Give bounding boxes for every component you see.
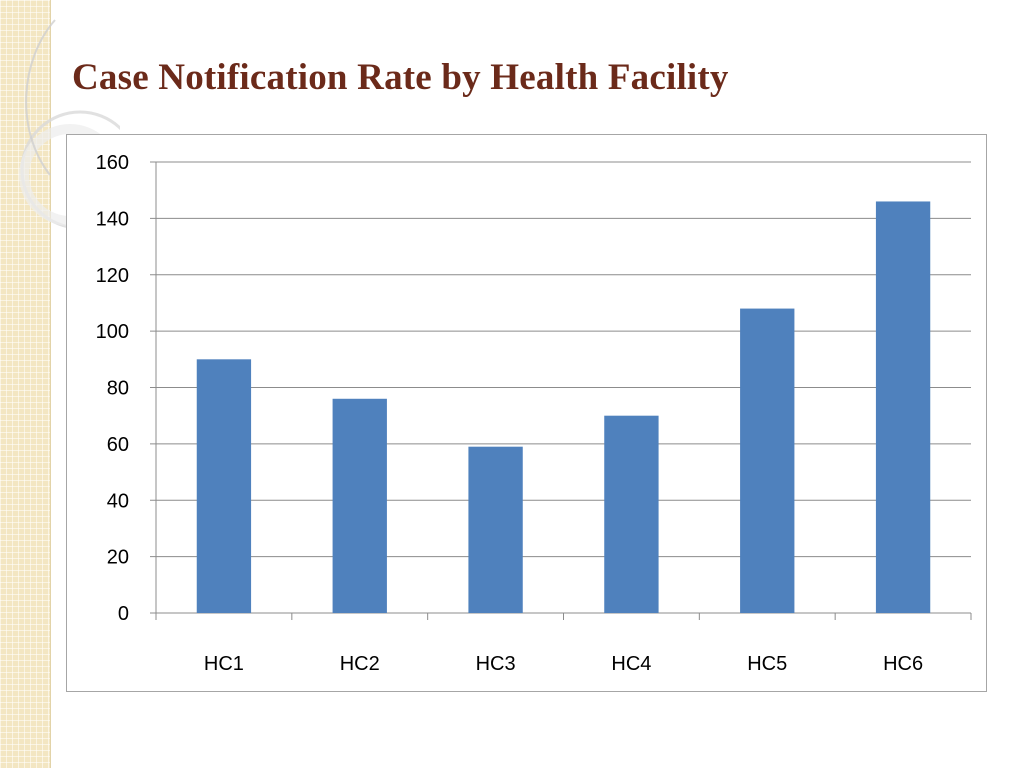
x-category-label: HC3 <box>476 653 516 675</box>
bar-hc2 <box>332 398 387 613</box>
y-tick-label: 60 <box>107 434 129 456</box>
y-tick-label: 100 <box>96 321 129 343</box>
chart-area: 0 20 40 60 80 100 120 140 160 HC1 HC2 HC3 HC4 HC5 HC6 <box>66 134 987 692</box>
x-category-label: HC5 <box>747 653 787 675</box>
y-tick-label: 20 <box>107 547 129 569</box>
x-category-label: HC6 <box>883 653 923 675</box>
y-tick-label: 160 <box>96 152 129 174</box>
bar-chart: 0 20 40 60 80 100 120 140 160 HC1 HC2 HC3 HC4 HC5 HC6 <box>96 152 972 675</box>
slide-title: Case Notification Rate by Health Facilit… <box>72 57 729 98</box>
y-tick-label: 80 <box>107 378 129 400</box>
bar-hc4 <box>604 415 659 613</box>
x-category-label: HC1 <box>204 653 244 675</box>
bar-hc6 <box>875 201 931 613</box>
y-tick-label: 120 <box>96 265 129 287</box>
x-category-label: HC4 <box>611 653 651 675</box>
y-tick-label: 40 <box>107 490 129 512</box>
bar-hc3 <box>468 446 523 613</box>
bar-hc5 <box>740 308 795 613</box>
x-category-label: HC2 <box>340 653 380 675</box>
y-tick-label: 140 <box>96 208 129 230</box>
bar-hc1 <box>196 359 252 613</box>
y-tick-label: 0 <box>118 603 129 625</box>
